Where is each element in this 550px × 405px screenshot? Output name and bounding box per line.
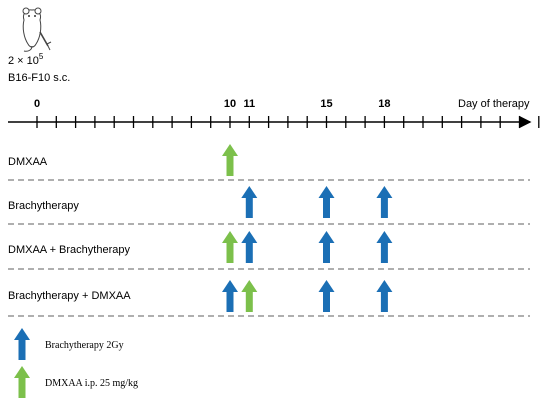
group-label: Brachytherapy xyxy=(8,200,79,212)
group-row: Brachytherapy xyxy=(8,186,530,225)
timeline-ticks xyxy=(36,116,540,128)
group-label: Brachytherapy + DMXAA xyxy=(8,290,131,302)
day-label: 0 xyxy=(34,98,40,110)
brachytherapy-arrow xyxy=(376,280,393,312)
day-label: 15 xyxy=(320,98,332,110)
timeline-day-labels: 0 10 11 15 18 xyxy=(34,98,391,110)
legend-brachytherapy-arrow xyxy=(14,328,30,360)
group-row: Brachytherapy + DMXAA xyxy=(8,280,530,317)
injection-cells: B16-F10 s.c. xyxy=(8,72,70,84)
injection-dose: 2 × 105 xyxy=(8,52,44,67)
group-label: DMXAA xyxy=(8,156,48,168)
brachytherapy-arrow xyxy=(376,186,393,218)
dmxaa-arrow xyxy=(222,144,238,176)
legend-label: DMXAA i.p. 25 mg/kg xyxy=(45,378,138,389)
brachytherapy-arrow xyxy=(318,231,335,263)
timeline-axis-label: Day of therapy xyxy=(458,98,530,110)
group-label: DMXAA + Brachytherapy xyxy=(8,244,130,256)
brachytherapy-arrow xyxy=(222,280,238,312)
dmxaa-arrow xyxy=(222,231,238,263)
day-label: 11 xyxy=(243,98,255,110)
brachytherapy-arrow xyxy=(241,186,258,218)
brachytherapy-arrow xyxy=(318,186,335,218)
day-label: 18 xyxy=(378,98,390,110)
legend-item: DMXAA i.p. 25 mg/kg xyxy=(14,366,138,398)
group-row: DMXAA + Brachytherapy xyxy=(8,231,530,270)
legend-label: Brachytherapy 2Gy xyxy=(45,340,124,351)
mouse-syringe-icon xyxy=(22,7,52,52)
brachytherapy-arrow xyxy=(318,280,335,312)
group-row: DMXAA xyxy=(8,144,530,181)
brachytherapy-arrow xyxy=(241,231,258,263)
legend-dmxaa-arrow xyxy=(14,366,30,398)
brachytherapy-arrow xyxy=(376,231,393,263)
treatment-groups: DMXAA Brachytherapy DMXAA + Brachytherapy B… xyxy=(8,144,530,317)
legend: Brachytherapy 2Gy DMXAA i.p. 25 mg/kg xyxy=(14,328,138,398)
day-label: 10 xyxy=(224,98,236,110)
legend-item: Brachytherapy 2Gy xyxy=(14,328,124,360)
dmxaa-arrow xyxy=(241,280,258,312)
